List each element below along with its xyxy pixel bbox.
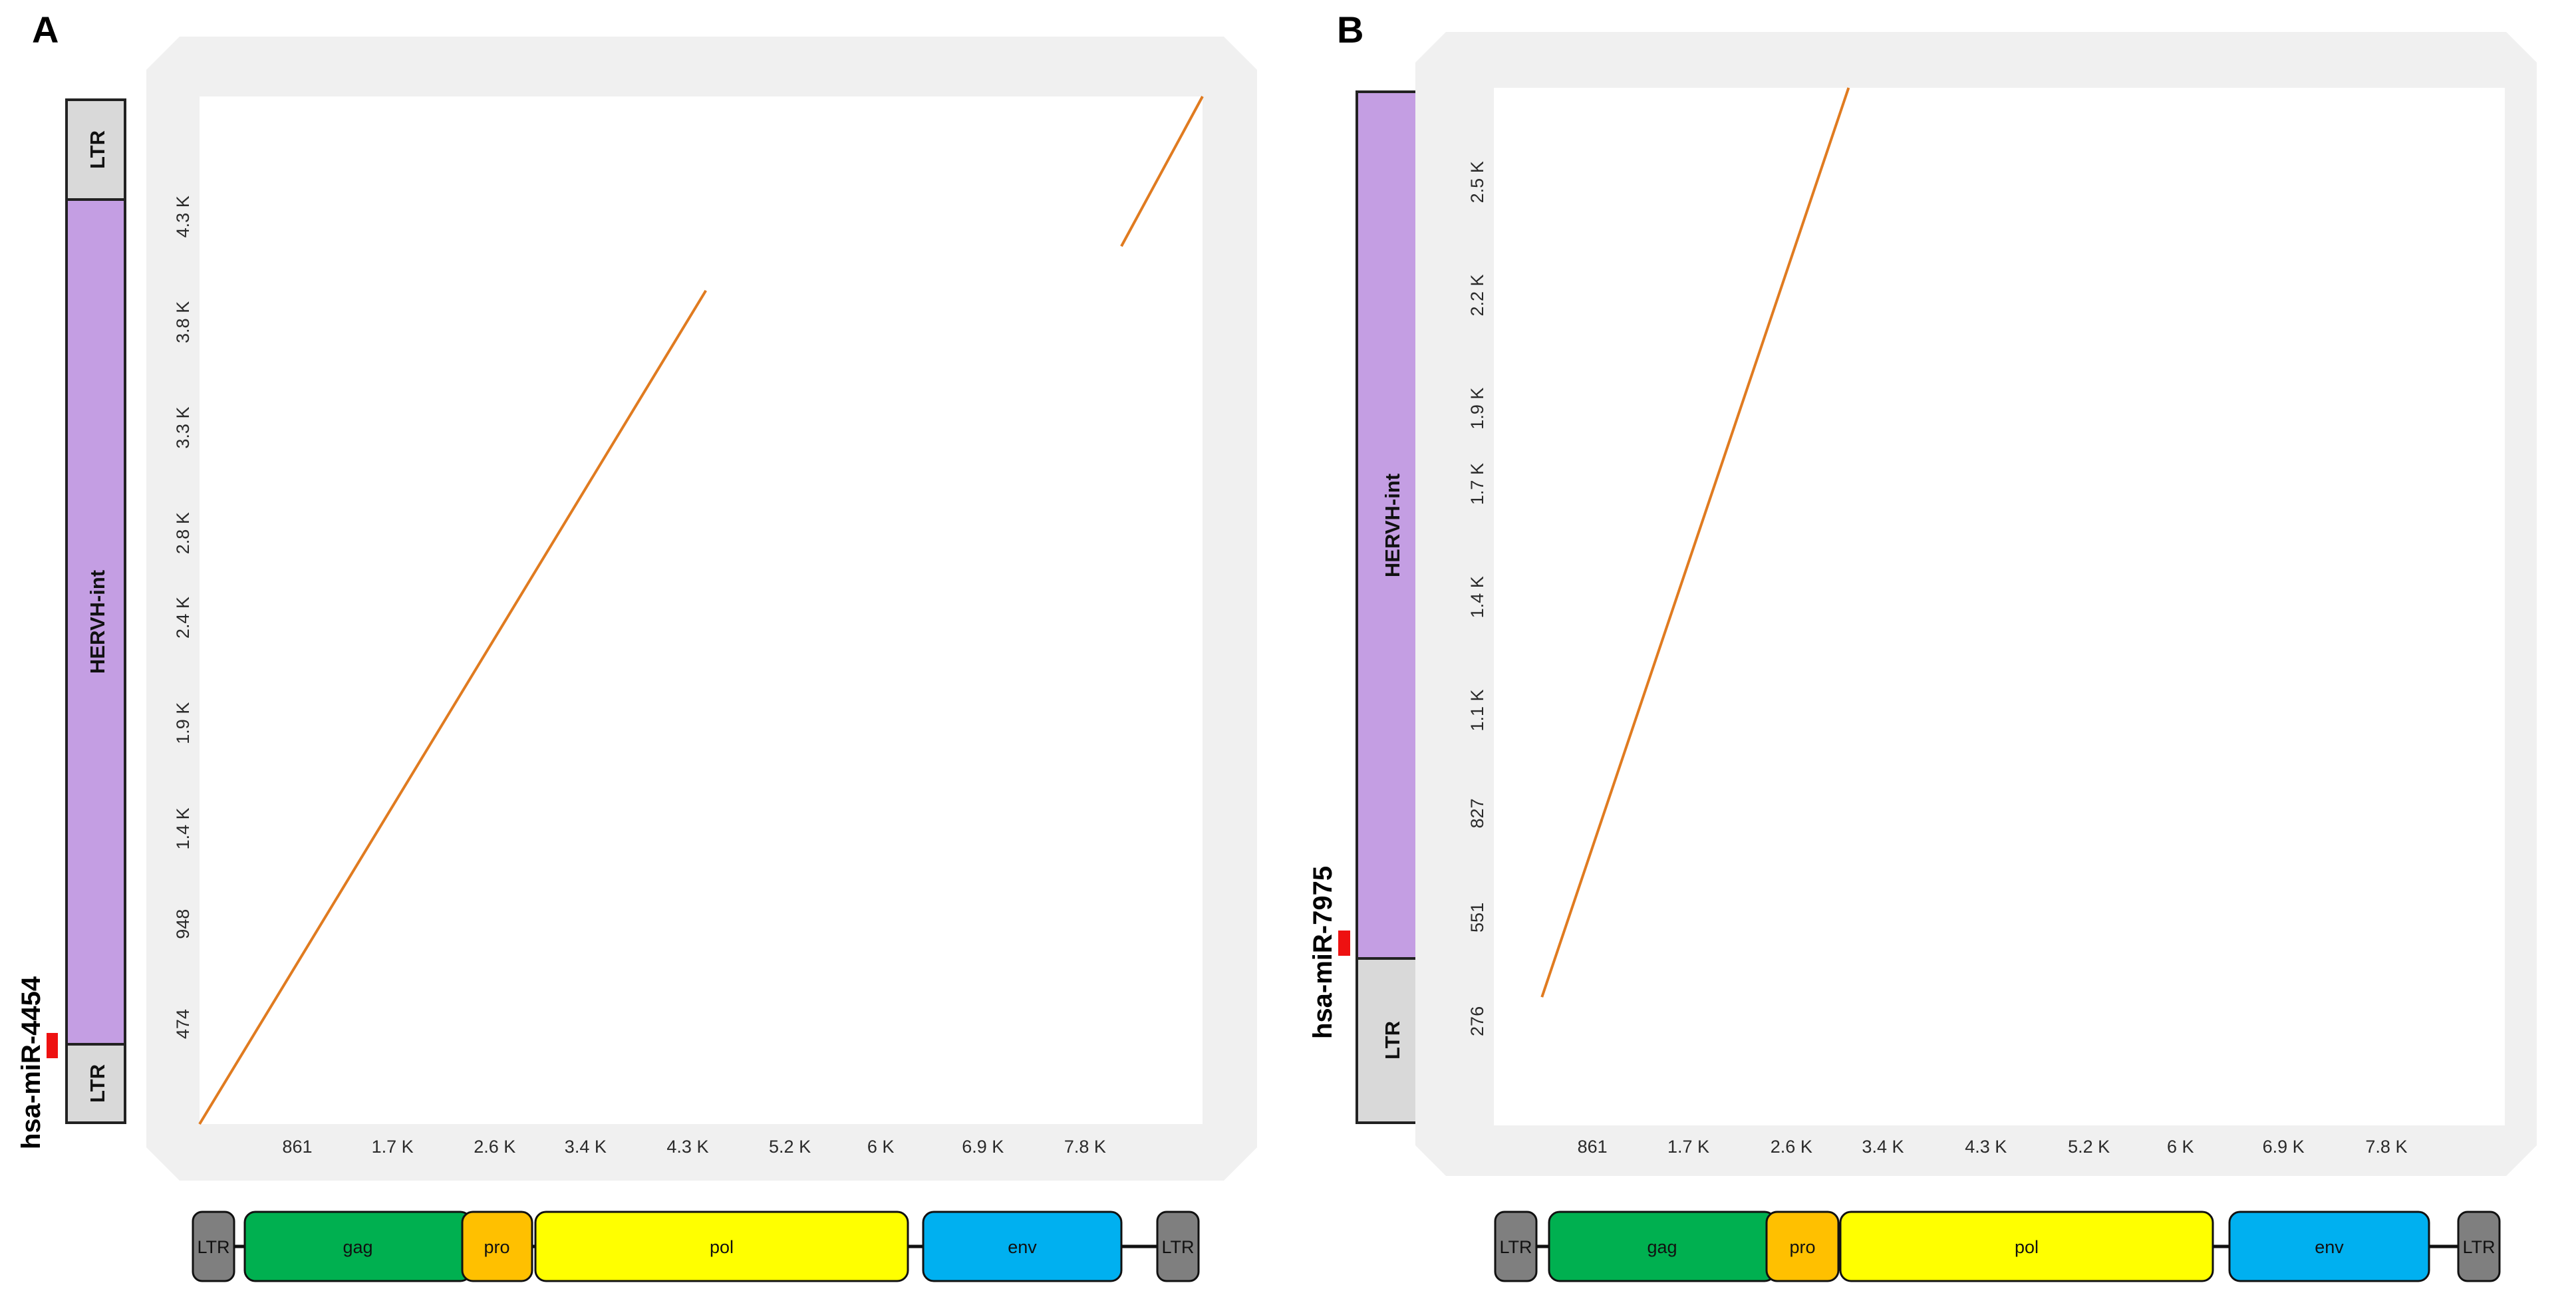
alignment-line [1120, 96, 1204, 247]
pro-gene [1765, 1211, 1840, 1282]
pro-gene [461, 1211, 533, 1282]
alignment-lines [1540, 87, 1850, 998]
pol-label: pol [710, 1237, 734, 1257]
genome-ltr-right [2457, 1211, 2501, 1282]
pro-label: pro [1789, 1237, 1815, 1257]
x-tick-label: 3.4 K [565, 1137, 607, 1157]
genome-ltr-right-label: LTR [1161, 1237, 1194, 1257]
internal-label: HERVH-int [1381, 474, 1404, 577]
mirna-marker [1338, 931, 1350, 956]
pol-label: pol [2015, 1237, 2039, 1257]
x-tick-label: 6.9 K [962, 1137, 1004, 1157]
internal-label: HERVH-int [86, 570, 109, 674]
x-axis-ticks: 861 1.7 K 2.6 K 3.4 K 4.3 K 5.2 K 6 K 6.9 K 7.8 … [282, 1137, 1105, 1157]
y-axis-ticks: 276 551 827 1.1 K 1.4 K 1.7 K 1.9 K 2.2 K 2.5 K [1467, 161, 1487, 1036]
y-tick-label: 2.8 K [173, 512, 193, 554]
x-tick-label: 4.3 K [666, 1137, 708, 1157]
x-tick-label: 2.6 K [1771, 1137, 1812, 1157]
x-tick-label: 1.7 K [1667, 1137, 1709, 1157]
mirna-marker [47, 1033, 58, 1058]
mirna-label: hsa-miR-7975 [1308, 866, 1338, 1039]
gag-label: gag [1647, 1237, 1677, 1257]
mirna-label: hsa-miR-4454 [17, 976, 46, 1149]
x-tick-label: 3.4 K [1862, 1137, 1904, 1157]
x-tick-label: 2.6 K [474, 1137, 515, 1157]
pro-label: pro [484, 1237, 509, 1257]
y-tick-label: 2.2 K [1467, 274, 1487, 316]
panel-label: B [1337, 9, 1363, 51]
y-axis-ticks: 474 948 1.4 K 1.9 K 2.4 K 2.8 K 3.3 K 3.8 K 4.3 … [173, 196, 193, 1039]
genome-ltr-left [192, 1211, 235, 1282]
pol-gene [534, 1211, 909, 1282]
y-tick-label: 827 [1467, 798, 1487, 828]
y-tick-label: 1.9 K [173, 702, 193, 744]
y-tick-label: 3.3 K [173, 407, 193, 449]
env-label: env [2315, 1237, 2344, 1257]
ltr-bottom-segment [65, 1043, 126, 1124]
env-gene [2228, 1211, 2430, 1282]
internal-segment [65, 198, 126, 1046]
plot-area [1494, 88, 2505, 1125]
plot-area [200, 96, 1203, 1124]
x-tick-label: 6 K [2167, 1137, 2194, 1157]
alignment-line [1540, 87, 1850, 998]
x-tick-label: 4.3 K [1965, 1137, 2007, 1157]
alignment-line [198, 289, 707, 1125]
y-tick-label: 1.9 K [1467, 388, 1487, 430]
panel-label: A [32, 9, 59, 51]
y-tick-label: 2.5 K [1467, 161, 1487, 203]
y-tick-label: 1.4 K [1467, 576, 1487, 618]
x-tick-label: 7.8 K [2365, 1137, 2407, 1157]
x-tick-label: 6 K [867, 1137, 895, 1157]
y-tick-label: 1.7 K [1467, 463, 1487, 505]
x-tick-label: 5.2 K [2068, 1137, 2110, 1157]
y-tick-label: 948 [173, 909, 193, 939]
x-tick-label: 861 [282, 1137, 312, 1157]
pol-gene [1839, 1211, 2214, 1282]
gag-label: gag [343, 1237, 372, 1257]
x-axis-ticks: 861 1.7 K 2.6 K 3.4 K 4.3 K 5.2 K 6 K 6.9 K 7.8 … [1578, 1137, 2408, 1157]
genome-ltr-right [1156, 1211, 1200, 1282]
y-tick-label: 551 [1467, 903, 1487, 933]
x-tick-label: 6.9 K [2263, 1137, 2305, 1157]
ltr-top-segment [65, 98, 126, 201]
ltr-bottom-segment [1356, 957, 1427, 1124]
y-tick-label: 3.8 K [173, 301, 193, 343]
y-tick-label: 474 [173, 1009, 193, 1039]
env-gene [922, 1211, 1123, 1282]
genome-map: LTR gag pro pol env LTR [1494, 1211, 2501, 1282]
x-tick-label: 861 [1578, 1137, 1608, 1157]
ltr-bottom-label: LTR [1381, 1021, 1404, 1060]
y-tick-label: 4.3 K [173, 196, 193, 237]
ltr-bottom-label: LTR [86, 1064, 109, 1103]
genome-map: LTR gag pro pol env LTR [192, 1211, 1200, 1282]
env-label: env [1008, 1237, 1037, 1257]
genome-ltr-left-label: LTR [197, 1237, 229, 1257]
genome-ltr-right-label: LTR [2462, 1237, 2495, 1257]
x-tick-label: 7.8 K [1064, 1137, 1106, 1157]
y-tick-label: 1.1 K [1467, 689, 1487, 731]
x-tick-label: 5.2 K [769, 1137, 811, 1157]
y-tick-label: 276 [1467, 1006, 1487, 1036]
panel-a: A LTR HERVH-int LTR hsa-miR-4454 474 948 1… [17, 9, 1257, 1282]
y-tick-label: 2.4 K [173, 597, 193, 639]
alignment-lines [198, 96, 1204, 1125]
internal-segment [1356, 90, 1427, 960]
ltr-top-label: LTR [86, 130, 109, 169]
panel-b: B HERVH-int LTR hsa-miR-7975 276 551 827 1.… [1288, 0, 2575, 1297]
genome-ltr-left-label: LTR [1499, 1237, 1532, 1257]
genome-ltr-left [1494, 1211, 1538, 1282]
x-tick-label: 1.7 K [372, 1137, 414, 1157]
y-tick-label: 1.4 K [173, 807, 193, 849]
